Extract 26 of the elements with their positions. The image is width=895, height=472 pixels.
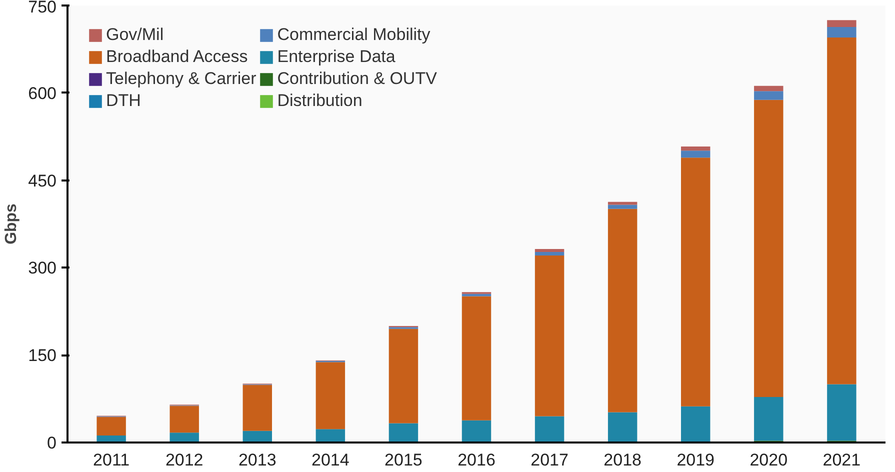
- legend-label: Telephony & Carrier: [106, 69, 256, 89]
- y-tick-label: 450: [28, 171, 57, 190]
- y-tick-label: 750: [28, 0, 57, 16]
- x-tick-label: 2020: [750, 450, 788, 470]
- legend-label: Enterprise Data: [277, 47, 396, 67]
- legend-label: Commercial Mobility: [277, 25, 430, 45]
- x-tick-label: 2021: [822, 450, 861, 470]
- y-tick-label: 300: [28, 258, 57, 278]
- legend-label: Contribution & OUTV: [277, 69, 437, 89]
- x-tick-label: 2017: [530, 450, 568, 470]
- legend-label: Gov/Mil: [106, 25, 164, 45]
- x-tick-label: 2016: [458, 450, 496, 470]
- x-tick-label: 2019: [676, 450, 715, 470]
- x-tick-label: 2015: [384, 450, 422, 470]
- legend-label: Distribution: [277, 91, 362, 111]
- y-tick-label: 0: [47, 434, 57, 452]
- x-tick-label: 2012: [165, 450, 204, 470]
- x-tick-label: 2011: [93, 450, 130, 470]
- y-tick-label: 600: [28, 84, 57, 103]
- x-tick-label: 2014: [312, 450, 350, 470]
- legend-label: DTH: [106, 91, 141, 111]
- y-tick-label: 150: [28, 346, 57, 366]
- y-axis-title: Gbps: [3, 203, 20, 244]
- legend-label: Broadband Access: [106, 47, 248, 67]
- x-tick-label: 2013: [238, 450, 276, 470]
- x-tick-label: 2018: [604, 450, 642, 470]
